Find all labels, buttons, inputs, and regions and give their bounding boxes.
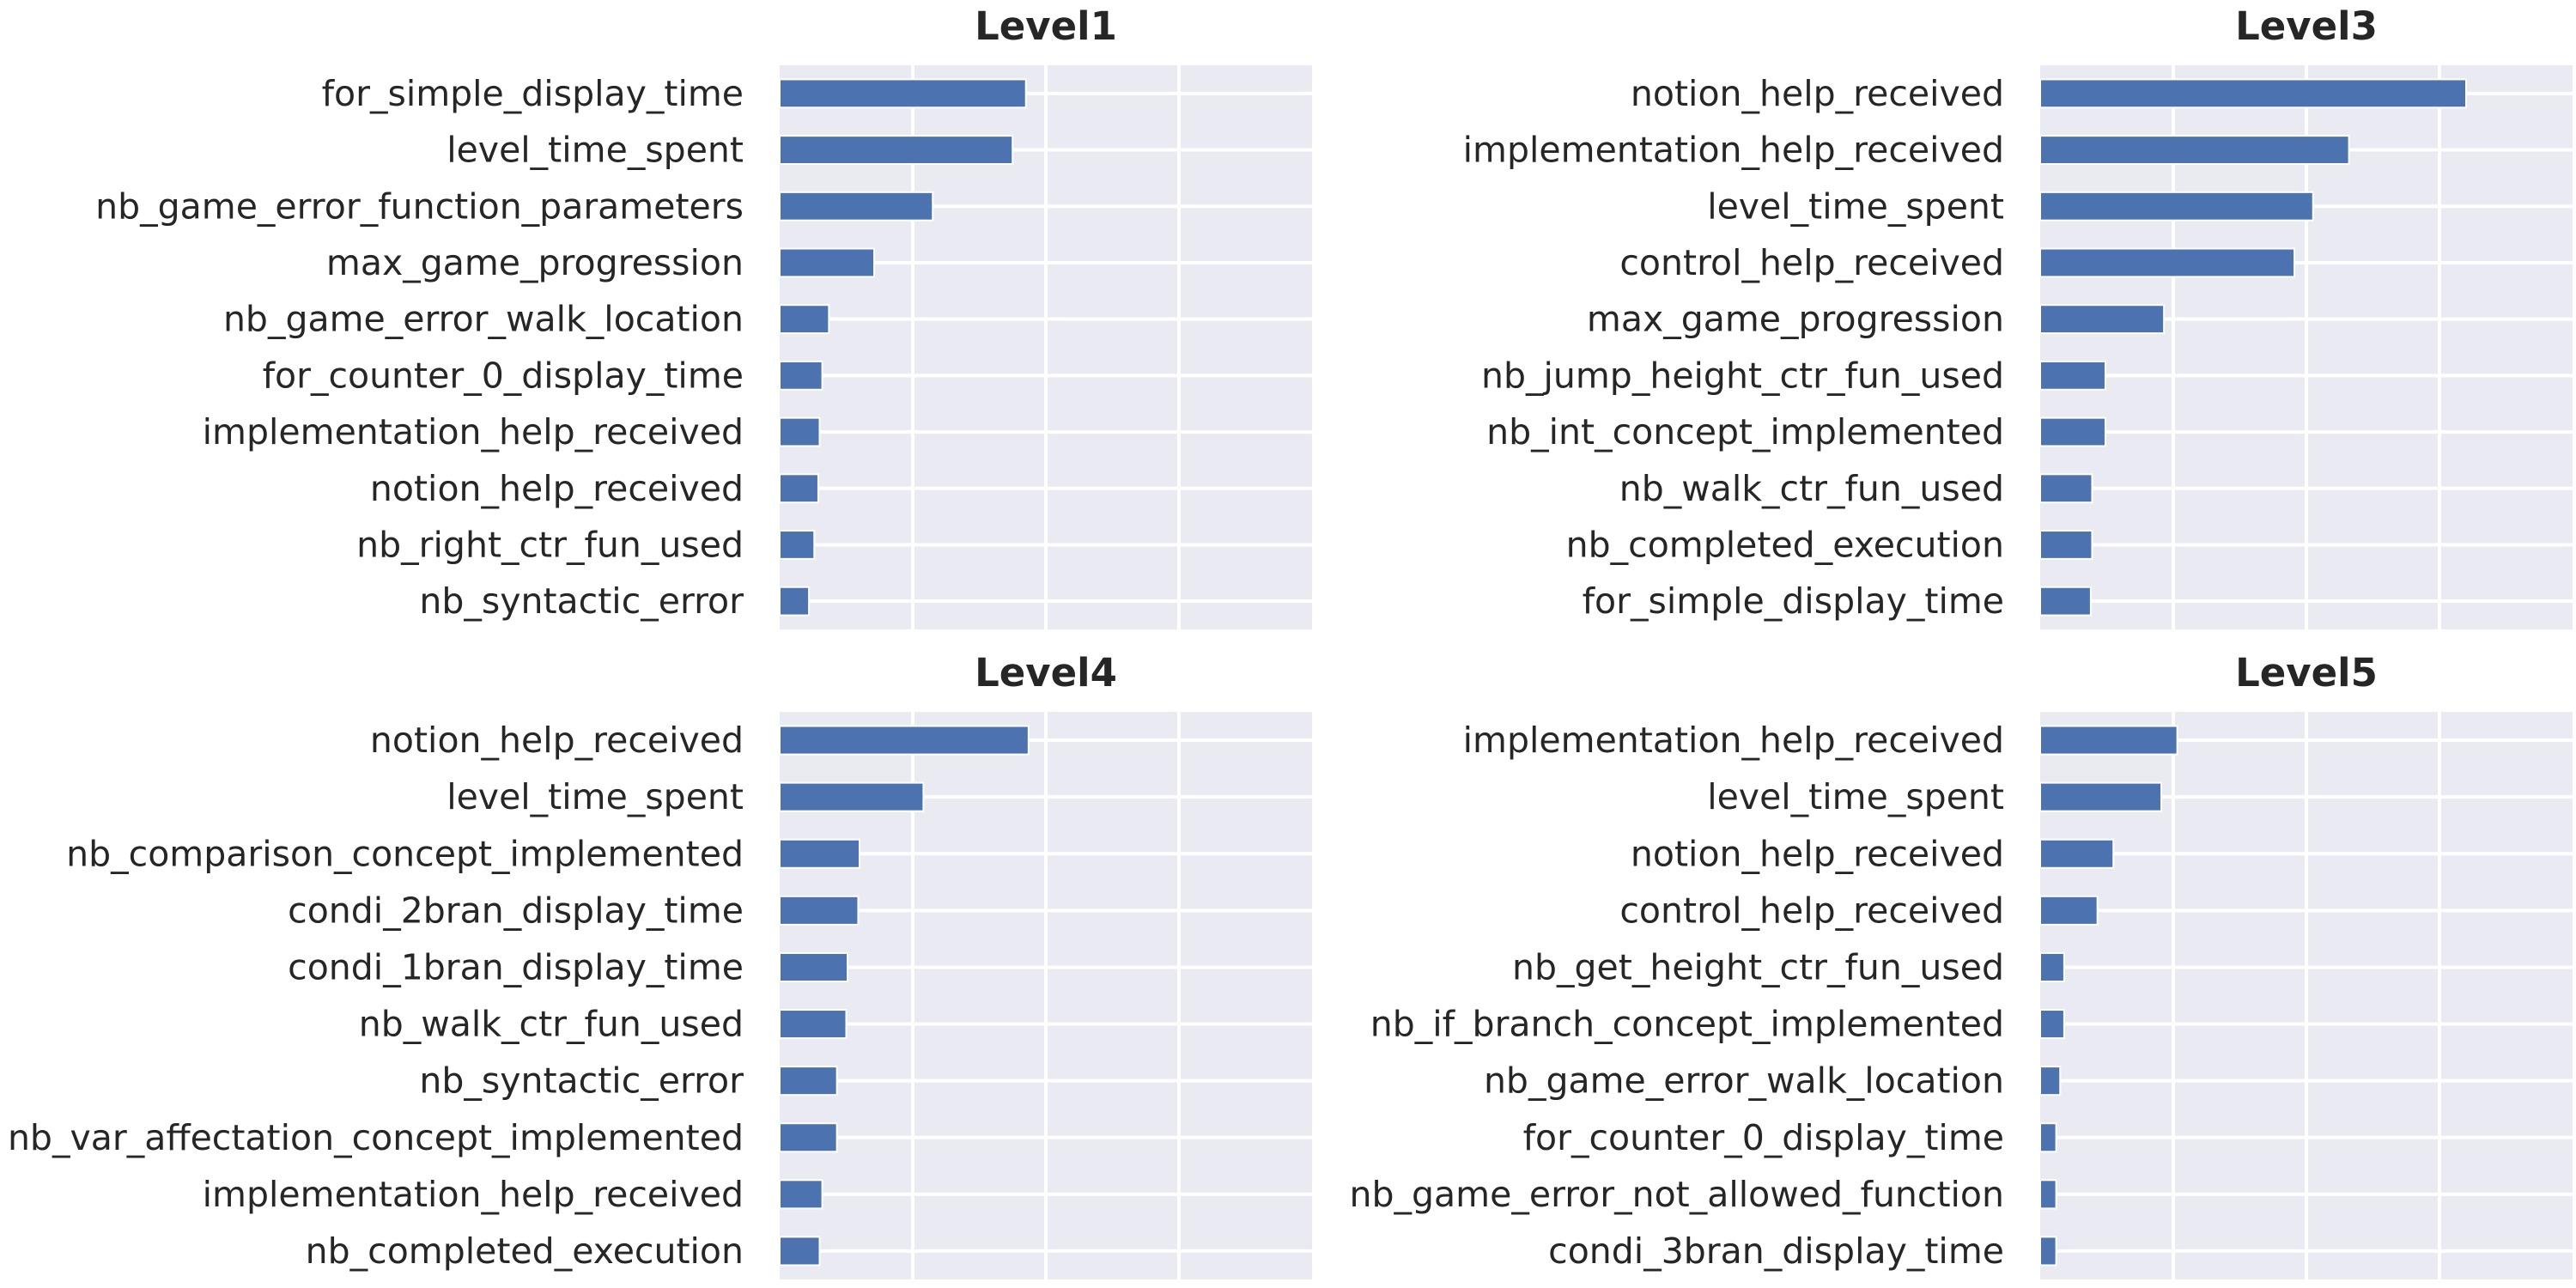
bar-implementation_help_received: [2039, 135, 2350, 165]
category-label: nb_get_height_ctr_fun_used: [1512, 946, 2004, 987]
bar-condi_3bran_display_time: [2039, 1236, 2057, 1267]
bar-condi_2bran_display_time: [779, 895, 860, 926]
panel-2: notion_help_received implementation_help_…: [1463, 3, 2573, 629]
bar-nb_walk_ctr_fun_used: [2039, 473, 2093, 504]
category-label: nb_syntactic_error: [419, 1060, 744, 1102]
category-label: for_simple_display_time: [1583, 580, 2004, 622]
category-label: nb_jump_height_ctr_fun_used: [1481, 355, 2004, 396]
category-label: implementation_help_received: [1463, 130, 2004, 171]
category-label: nb_var_affectation_concept_implemented: [8, 1117, 744, 1158]
bar-nb_right_ctr_fun_used: [779, 530, 816, 560]
bar-level_time_spent: [2039, 781, 2163, 812]
category-label: nb_game_error_function_parameters: [95, 185, 744, 227]
category-label: implementation_help_received: [1463, 720, 2004, 761]
category-label: max_game_progression: [326, 242, 744, 283]
bar-nb_int_concept_implemented: [2039, 416, 2106, 447]
bar-for_counter_0_display_time: [779, 360, 823, 391]
category-label: control_help_received: [1619, 890, 2004, 931]
bar-level_time_spent: [779, 135, 1014, 165]
bar-condi_1bran_display_time: [779, 951, 849, 982]
bar-nb_walk_ctr_fun_used: [779, 1009, 848, 1040]
bar-nb_if_branch_concept_implemented: [2039, 1009, 2065, 1040]
category-label: for_counter_0_display_time: [263, 355, 744, 396]
category-label: for_counter_0_display_time: [1523, 1117, 2004, 1158]
bar-nb_syntactic_error: [779, 586, 811, 617]
category-label: condi_1bran_display_time: [288, 946, 744, 987]
bar-notion_help_received: [779, 473, 819, 504]
panel-title: Level5: [2235, 650, 2378, 696]
category-label: nb_syntactic_error: [419, 580, 744, 622]
category-label: nb_int_concept_implemented: [1486, 411, 2004, 453]
category-label: max_game_progression: [1587, 299, 2004, 340]
category-label: implementation_help_received: [203, 411, 744, 453]
bar-nb_game_error_walk_location: [779, 304, 830, 335]
category-label: nb_game_error_walk_location: [223, 299, 744, 340]
panel-title: Level3: [2235, 3, 2378, 49]
bar-for_counter_0_display_time: [2039, 1122, 2057, 1153]
category-label: implementation_help_received: [203, 1174, 744, 1215]
bar-for_simple_display_time: [779, 78, 1027, 109]
bar-max_game_progression: [779, 247, 876, 278]
panel-title: Level4: [975, 650, 1117, 696]
bar-max_game_progression: [2039, 304, 2166, 335]
category-label: nb_right_ctr_fun_used: [356, 524, 744, 565]
category-label: level_time_spent: [1707, 776, 2004, 817]
category-label: level_time_spent: [447, 130, 744, 171]
category-label: control_help_received: [1619, 242, 2004, 283]
bar-nb_syntactic_error: [779, 1066, 838, 1097]
bar-for_simple_display_time: [2039, 586, 2092, 617]
category-label: level_time_spent: [1707, 185, 2004, 227]
bar-nb_game_error_not_allowed_function: [2039, 1179, 2057, 1210]
category-label: nb_comparison_concept_implemented: [66, 833, 744, 874]
bar-control_help_received: [2039, 895, 2099, 926]
bar-nb_var_affectation_concept_implemented: [779, 1122, 838, 1153]
category-label: nb_if_branch_concept_implemented: [1370, 1004, 2004, 1045]
bar-level_time_spent: [779, 781, 925, 812]
bar-nb_game_error_function_parameters: [779, 191, 934, 222]
panel-title: Level1: [975, 3, 1117, 49]
bar-nb_jump_height_ctr_fun_used: [2039, 360, 2106, 391]
bar-nb_get_height_ctr_fun_used: [2039, 951, 2065, 982]
bar-implementation_help_received: [2039, 725, 2178, 756]
category-label: nb_completed_execution: [1566, 524, 2004, 565]
bar-nb_comparison_concept_implemented: [779, 838, 860, 869]
bar-nb_game_error_walk_location: [2039, 1066, 2062, 1097]
category-label: level_time_spent: [447, 776, 744, 817]
category-label: notion_help_received: [1631, 73, 2004, 114]
panel-1: for_simple_display_time level_time_spentn…: [95, 3, 1312, 629]
category-label: condi_2bran_display_time: [288, 890, 744, 931]
bar-notion_help_received: [2039, 838, 2115, 869]
category-label: nb_completed_execution: [306, 1230, 744, 1272]
category-label: condi_3bran_display_time: [1548, 1230, 2004, 1272]
bar-nb_completed_execution: [779, 1236, 821, 1267]
category-label: notion_help_received: [1631, 833, 2004, 874]
bar-level_time_spent: [2039, 191, 2314, 222]
category-label: nb_game_error_walk_location: [1484, 1060, 2004, 1102]
category-label: for_simple_display_time: [322, 73, 744, 114]
bar-notion_help_received: [779, 725, 1030, 756]
bar-control_help_received: [2039, 247, 2296, 278]
category-label: notion_help_received: [370, 720, 744, 761]
category-label: notion_help_received: [370, 468, 744, 509]
panel-3: notion_help_received level_time_spent nb_c…: [8, 650, 1312, 1279]
panel-4: implementation_help_received level_time_s…: [1350, 650, 2573, 1279]
category-label: nb_walk_ctr_fun_used: [359, 1004, 744, 1045]
category-label: nb_walk_ctr_fun_used: [1619, 468, 2004, 509]
bar-notion_help_received: [2039, 78, 2467, 109]
category-label: nb_game_error_not_allowed_function: [1350, 1174, 2004, 1215]
bar-implementation_help_received: [779, 1179, 823, 1210]
bar-nb_completed_execution: [2039, 530, 2093, 560]
bar-implementation_help_received: [779, 416, 821, 447]
